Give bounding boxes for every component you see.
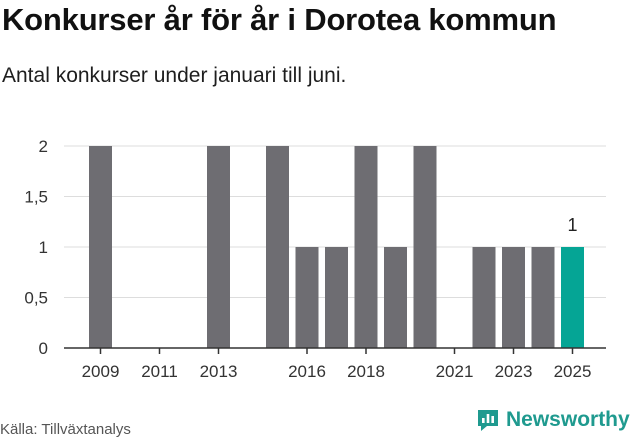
- bar: [266, 146, 289, 348]
- y-tick-label: 0: [39, 339, 48, 358]
- x-tick-label: 2021: [436, 362, 474, 381]
- bars: [89, 146, 584, 348]
- brand-name: Newsworthy: [506, 408, 630, 431]
- bar: [384, 247, 407, 348]
- bar: [89, 146, 112, 348]
- bar: [472, 247, 496, 348]
- x-tick-label: 2025: [554, 362, 592, 381]
- brand-logo[interactable]: Newsworthy: [476, 408, 630, 432]
- bar: [413, 146, 437, 348]
- y-tick-label: 1,5: [24, 188, 48, 207]
- y-tick-label: 2: [39, 137, 48, 156]
- bar: [502, 247, 525, 348]
- bar: [207, 146, 230, 348]
- newsworthy-logo-icon: [478, 410, 498, 431]
- bar: [531, 247, 555, 348]
- y-tick-label: 1: [39, 238, 48, 257]
- x-tick-label: 2013: [200, 362, 238, 381]
- chart-subtitle: Antal konkurser under januari till juni.: [2, 64, 347, 87]
- data-label: 1: [567, 215, 577, 235]
- bar: [325, 247, 348, 348]
- bar: [354, 146, 378, 348]
- x-tick-label: 2018: [347, 362, 385, 381]
- bar-highlight: [561, 247, 584, 348]
- x-tick-label: 2011: [141, 362, 178, 381]
- chart-title: Konkurser år för år i Dorotea kommun: [2, 2, 557, 37]
- x-tick-label: 2009: [82, 362, 120, 381]
- source-note: Källa: Tillväxtanalys: [0, 421, 131, 438]
- axes: [64, 347, 606, 354]
- x-tick-label: 2023: [495, 362, 533, 381]
- y-tick-label: 0,5: [24, 289, 48, 308]
- tick-labels: 0 0,5 1 1,5 2 1 2009 2011 2013 2016 2018 2021 2023 20…: [24, 137, 591, 381]
- x-tick-label: 2016: [288, 362, 326, 381]
- bar: [295, 247, 319, 348]
